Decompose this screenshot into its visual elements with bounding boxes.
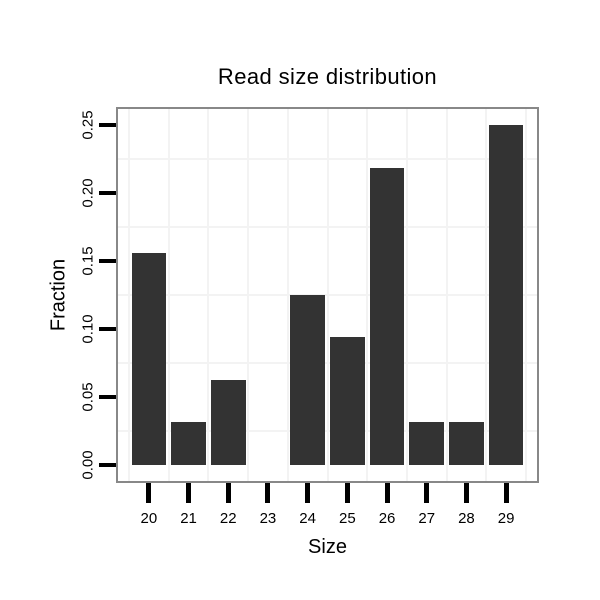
y-tick-mark [99, 123, 116, 128]
x-tick-label: 26 [378, 510, 396, 527]
y-tick-mark [99, 259, 116, 263]
v-gridline [128, 109, 130, 481]
y-tick-mark [99, 394, 116, 399]
y-tick-mark [99, 326, 116, 331]
chart-title: Read size distribution [217, 64, 438, 89]
y-tick-label: 0.05 [79, 382, 97, 412]
bar-size-21 [171, 422, 206, 465]
y-tick-label: 0.20 [79, 178, 97, 208]
x-tick-mark [503, 483, 509, 503]
bar-size-27 [409, 422, 445, 465]
x-tick-label: 28 [458, 510, 475, 527]
x-tick-mark [305, 483, 311, 503]
x-tick-mark [186, 483, 192, 503]
x-tick-label: 22 [219, 510, 237, 527]
y-tick-mark [99, 191, 116, 196]
y-tick-label: 0.00 [79, 450, 97, 480]
bar-size-25 [330, 337, 365, 465]
bar-size-24 [290, 295, 325, 465]
v-gridline [247, 109, 250, 481]
v-gridline [405, 109, 408, 481]
x-tick-mark [424, 483, 430, 503]
x-tick-mark [463, 483, 469, 503]
x-tick-label: 20 [140, 510, 158, 527]
v-gridline [366, 109, 369, 481]
bar-size-20 [131, 252, 167, 465]
v-gridline [485, 109, 488, 481]
v-gridline [167, 109, 170, 481]
x-tick-mark [146, 483, 152, 503]
x-axis-title: Size [308, 536, 347, 558]
x-tick-label: 29 [497, 510, 515, 527]
v-gridline [326, 109, 329, 481]
bar-size-28 [449, 422, 484, 465]
x-tick-label: 27 [418, 510, 436, 527]
x-tick-label: 25 [339, 510, 356, 527]
bar-size-22 [210, 379, 246, 465]
x-tick-label: 21 [180, 510, 197, 527]
x-tick-mark [265, 483, 271, 503]
plot-panel [116, 107, 539, 483]
v-gridline [207, 109, 210, 481]
x-tick-label: 23 [259, 510, 277, 527]
v-gridline [525, 109, 527, 481]
x-tick-mark [225, 483, 231, 503]
y-tick-mark [99, 462, 116, 467]
y-tick-label: 0.25 [79, 110, 97, 140]
x-tick-mark [344, 483, 350, 503]
y-tick-label: 0.10 [79, 314, 97, 344]
x-tick-label: 24 [299, 510, 316, 527]
y-tick-label: 0.15 [79, 246, 97, 276]
v-gridline [445, 109, 448, 481]
bar-size-26 [369, 167, 405, 465]
y-axis-title: Fraction [47, 258, 70, 332]
v-gridline [286, 109, 289, 481]
x-tick-mark [384, 483, 390, 503]
bar-size-29 [488, 125, 524, 465]
